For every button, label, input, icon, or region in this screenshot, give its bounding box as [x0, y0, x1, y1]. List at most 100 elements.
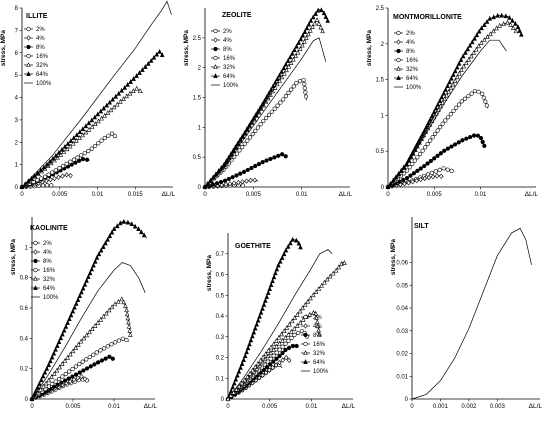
legend-marker — [396, 48, 401, 54]
data-point — [91, 352, 96, 357]
data-point — [485, 34, 490, 40]
data-point — [454, 105, 459, 110]
data-point — [75, 297, 81, 302]
y-tick-label: 3 — [15, 118, 19, 124]
y-tick-label: 2.5 — [376, 6, 385, 12]
y-tick-label: 8 — [15, 6, 19, 12]
data-point — [86, 120, 92, 126]
legend-label: 32% — [406, 67, 419, 73]
data-point — [314, 315, 319, 320]
data-point — [418, 166, 423, 171]
data-point — [140, 67, 145, 72]
data-point — [57, 364, 62, 370]
data-point — [242, 353, 248, 359]
data-point — [101, 244, 106, 249]
data-point — [412, 158, 417, 163]
x-tick-label: 0 — [386, 192, 390, 198]
data-point — [447, 79, 452, 85]
data-point — [247, 135, 253, 140]
data-point — [260, 305, 265, 311]
data-point — [494, 25, 499, 31]
data-point — [236, 179, 241, 186]
data-point — [272, 155, 277, 160]
legend-marker — [33, 258, 38, 264]
data-point — [497, 22, 502, 28]
data-point — [242, 377, 248, 383]
legend-marker — [303, 332, 308, 338]
data-point — [56, 339, 62, 345]
series-100pct — [204, 37, 327, 188]
data-point — [67, 316, 72, 322]
data-point — [290, 236, 295, 242]
legend-label: 64% — [223, 74, 236, 80]
data-point — [463, 60, 469, 65]
data-point — [428, 138, 433, 143]
data-point — [121, 299, 126, 305]
legend-label: 4% — [223, 38, 232, 44]
data-point — [423, 145, 428, 150]
data-point — [59, 380, 64, 385]
data-point — [294, 43, 299, 49]
y-tick-label: 5 — [15, 73, 19, 79]
data-point — [255, 317, 261, 323]
data-point — [482, 143, 487, 148]
data-point — [50, 155, 56, 161]
data-point — [271, 346, 277, 352]
series-unnamed-7 — [225, 260, 347, 401]
data-point — [316, 327, 321, 333]
data-point — [262, 97, 267, 103]
chart-title: SILT — [414, 223, 429, 230]
data-point — [418, 135, 423, 141]
series-64pct — [202, 7, 330, 189]
data-point — [314, 17, 320, 22]
data-point — [283, 334, 288, 340]
data-point — [124, 337, 129, 343]
data-point — [310, 24, 315, 29]
chart-panel-montmorillonite: 0 0.5 1 1.5 2 2.5 0 0.005 0.01 ΔL/L stress, MPa MON… — [366, 0, 550, 209]
x-tick-label: 0.005 — [262, 404, 278, 410]
data-point — [266, 90, 272, 96]
data-point — [245, 345, 251, 351]
data-point — [73, 300, 79, 306]
legend-label: 8% — [43, 259, 52, 265]
data-point — [98, 348, 103, 353]
data-point — [246, 122, 252, 128]
data-point — [313, 289, 319, 294]
legend-label: 64% — [36, 72, 49, 78]
data-point — [434, 173, 440, 179]
data-point — [263, 351, 269, 356]
data-point — [274, 343, 279, 349]
data-point — [294, 81, 299, 86]
data-point — [446, 88, 452, 94]
data-point — [482, 22, 487, 27]
data-point — [52, 175, 57, 182]
data-point — [228, 388, 234, 394]
data-point — [134, 73, 139, 78]
data-point — [281, 328, 287, 333]
x-tick-label: 0.01 — [108, 404, 120, 410]
legend-marker — [33, 276, 38, 281]
data-point — [302, 302, 308, 307]
data-point — [113, 340, 118, 345]
data-point — [102, 346, 107, 351]
data-point — [247, 370, 253, 376]
data-point — [272, 106, 277, 111]
data-point — [50, 170, 55, 175]
data-point — [49, 374, 54, 379]
data-point — [454, 74, 460, 80]
legend-marker — [26, 44, 31, 50]
data-point — [230, 384, 235, 390]
data-point — [245, 138, 250, 143]
data-point — [107, 354, 112, 359]
data-point — [464, 136, 469, 141]
data-point — [111, 104, 117, 110]
data-point — [255, 108, 261, 114]
data-point — [45, 183, 50, 188]
data-point — [61, 327, 67, 333]
data-point — [319, 7, 324, 13]
series-100pct — [387, 39, 507, 188]
data-point — [252, 325, 258, 331]
data-point — [234, 173, 239, 178]
y-tick-label: 2 — [381, 42, 385, 48]
data-point — [297, 320, 303, 325]
